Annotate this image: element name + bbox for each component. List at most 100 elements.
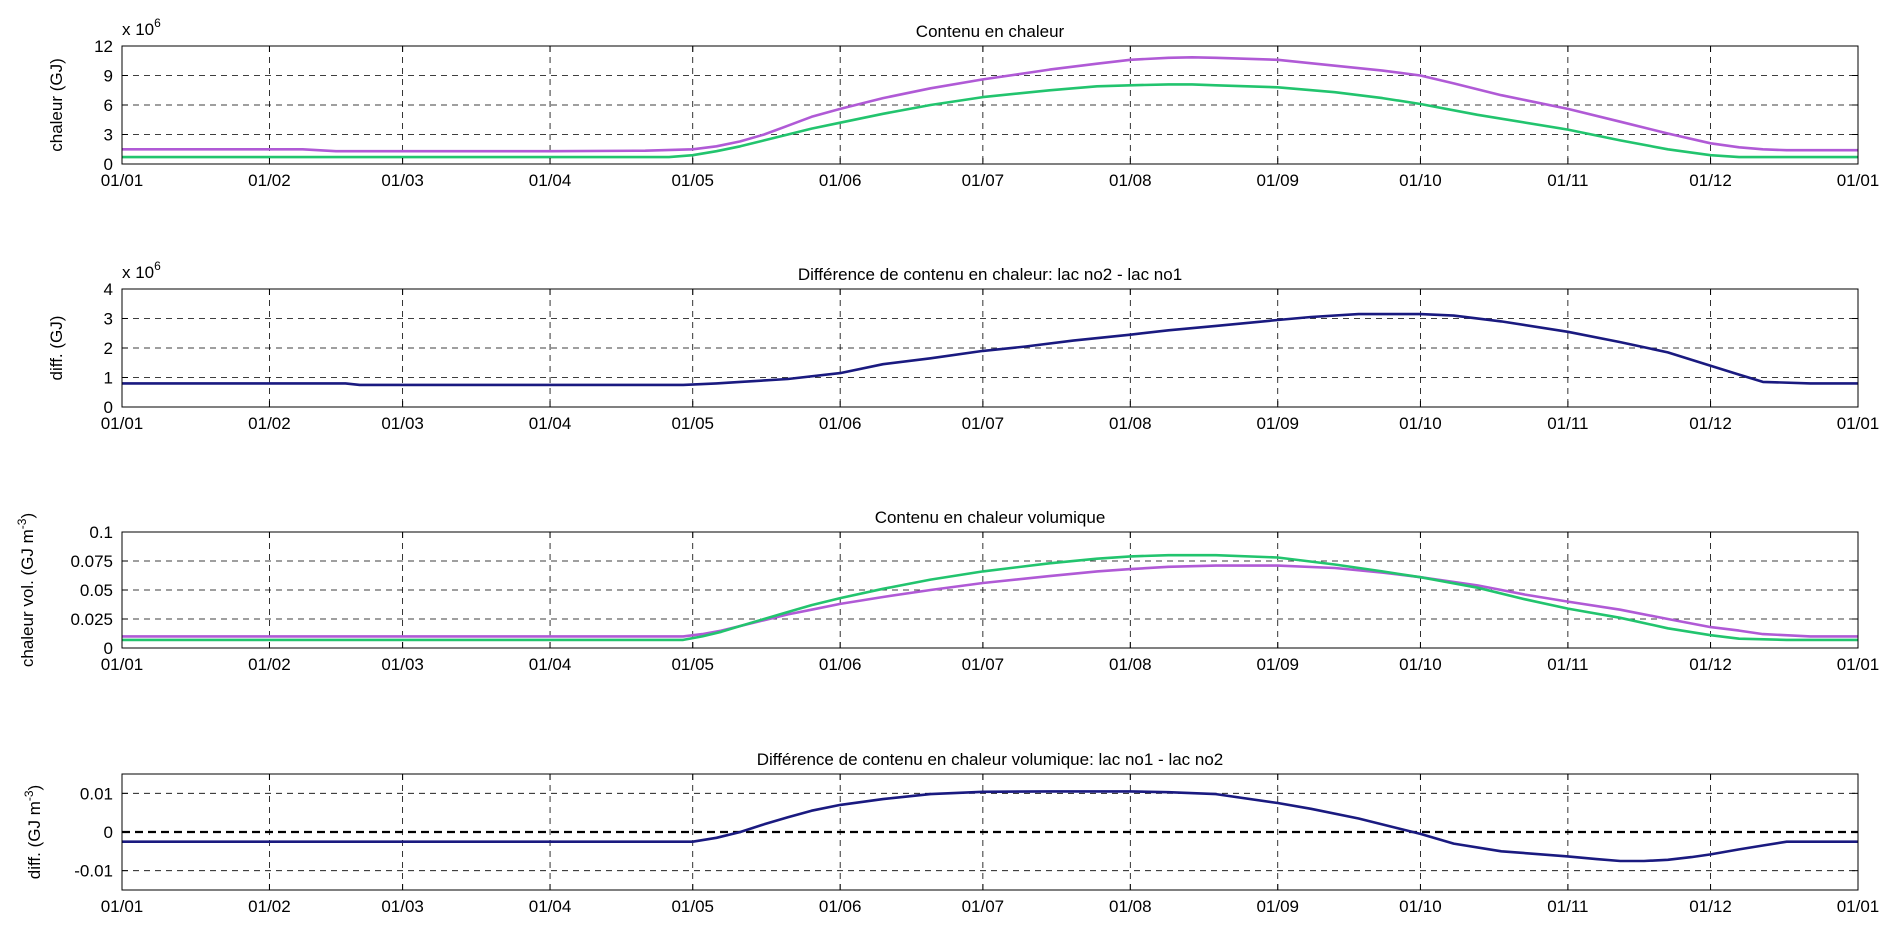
x-tick-label: 01/02 <box>248 897 291 916</box>
x-tick-label: 01/11 <box>1547 655 1588 674</box>
x-tick-label: 01/05 <box>671 171 714 190</box>
y-tick-label: 0.05 <box>80 581 113 600</box>
y-tick-label: 9 <box>104 67 113 86</box>
x-tick-label: 01/01 <box>101 171 144 190</box>
x-tick-label: 01/04 <box>529 655 572 674</box>
y-tick-label: -0.01 <box>74 862 113 881</box>
x-tick-label: 01/12 <box>1689 171 1732 190</box>
y-axis-label: chaleur (GJ) <box>47 58 66 152</box>
axis-scale-exponent: 6 <box>154 16 161 30</box>
x-tick-label: 01/06 <box>819 414 862 433</box>
x-tick-label: 01/03 <box>381 171 424 190</box>
y-tick-label: 12 <box>94 37 113 56</box>
x-tick-label: 01/10 <box>1399 897 1442 916</box>
x-tick-label: 01/12 <box>1689 655 1732 674</box>
x-tick-label: 01/09 <box>1256 414 1299 433</box>
x-tick-label: 01/09 <box>1256 171 1299 190</box>
x-tick-label: 01/10 <box>1399 414 1442 433</box>
x-tick-label: 01/10 <box>1399 171 1442 190</box>
y-tick-label: 3 <box>104 126 113 145</box>
y-tick-label: 0.1 <box>89 523 113 542</box>
x-tick-label: 01/06 <box>819 897 862 916</box>
y-axis-label-superscript: -3 <box>15 518 29 529</box>
x-tick-label: 01/07 <box>962 414 1005 433</box>
x-tick-label: 01/12 <box>1689 897 1732 916</box>
x-tick-label: 01/04 <box>529 897 572 916</box>
y-tick-label: 0 <box>104 155 113 174</box>
x-tick-label: 01/02 <box>248 171 291 190</box>
chart-title: Contenu en chaleur <box>916 22 1065 41</box>
x-tick-label: 01/04 <box>529 171 572 190</box>
series-line-1 <box>122 564 1858 638</box>
x-tick-label: 01/09 <box>1256 655 1299 674</box>
x-tick-label: 01/09 <box>1256 897 1299 916</box>
x-tick-label: 01/11 <box>1547 897 1588 916</box>
series-line-1 <box>122 790 1858 863</box>
axis-scale-label: x 106 <box>122 16 161 39</box>
y-tick-label: 0.075 <box>70 552 113 571</box>
y-axis-label-end: ) <box>18 513 37 519</box>
x-tick-label: 01/01 <box>101 414 144 433</box>
x-tick-label: 01/10 <box>1399 655 1442 674</box>
x-tick-label: 01/08 <box>1109 171 1152 190</box>
y-axis-label-end: ) <box>25 785 44 791</box>
x-tick-label: 01/03 <box>381 655 424 674</box>
x-tick-label: 01/11 <box>1547 414 1588 433</box>
x-tick-label: 01/11 <box>1547 171 1588 190</box>
x-tick-label: 01/07 <box>962 655 1005 674</box>
chart-panel-4: 01/01 01/02 01/03 01/04 01/05 01/06 01/07 01/08… <box>22 750 1879 916</box>
y-tick-label: 0 <box>104 639 113 658</box>
y-axis-label-text: chaleur (GJ) <box>47 58 66 152</box>
chart-title: Contenu en chaleur volumique <box>875 508 1106 527</box>
x-tick-label: 01/06 <box>819 171 862 190</box>
x-tick-label: 01/08 <box>1109 414 1152 433</box>
x-tick-label: 01/04 <box>529 414 572 433</box>
axis-scale-label: x 106 <box>122 259 161 282</box>
chart-panel-1: 01/01 01/02 01/03 01/04 01/05 01/06 01/07 01/08… <box>47 16 1879 190</box>
x-tick-label: 01/05 <box>671 655 714 674</box>
y-tick-label: 3 <box>104 310 113 329</box>
y-tick-label: 2 <box>104 339 113 358</box>
y-axis-label-text: chaleur vol. (GJ m <box>18 529 37 667</box>
x-tick-label: 01/03 <box>381 897 424 916</box>
y-tick-label: 6 <box>104 96 113 115</box>
x-tick-label: 01/01 <box>101 655 144 674</box>
x-tick-label: 01/02 <box>248 655 291 674</box>
chart-panel-2: 01/01 01/02 01/03 01/04 01/05 01/06 01/07 01/08… <box>47 259 1879 433</box>
x-tick-label: 01/07 <box>962 897 1005 916</box>
y-tick-label: 4 <box>104 280 113 299</box>
y-tick-label: 0 <box>104 823 113 842</box>
y-axis-label-text: diff. (GJ m <box>25 801 44 879</box>
axis-scale-exponent: 6 <box>154 259 161 273</box>
x-tick-label: 01/02 <box>248 414 291 433</box>
x-tick-label: 01/01 <box>101 897 144 916</box>
y-axis-label: diff. (GJ) <box>47 316 66 381</box>
y-tick-label: 0.025 <box>70 610 113 629</box>
series-line-2 <box>122 83 1858 159</box>
x-tick-label: 01/01 <box>1837 897 1880 916</box>
x-tick-label: 01/05 <box>671 897 714 916</box>
x-tick-label: 01/08 <box>1109 655 1152 674</box>
x-tick-label: 01/06 <box>819 655 862 674</box>
y-axis-label: chaleur vol. (GJ m-3) <box>15 513 37 667</box>
y-tick-label: 0 <box>104 398 113 417</box>
y-axis-label-text: diff. (GJ) <box>47 316 66 381</box>
axis-scale-base: x 10 <box>122 20 154 39</box>
chart-title: Différence de contenu en chaleur: lac no… <box>798 265 1182 284</box>
x-tick-label: 01/12 <box>1689 414 1732 433</box>
x-tick-label: 01/01 <box>1837 414 1880 433</box>
axis-scale-base: x 10 <box>122 263 154 282</box>
series-line-1 <box>122 312 1858 387</box>
x-tick-label: 01/01 <box>1837 655 1880 674</box>
x-tick-label: 01/03 <box>381 414 424 433</box>
x-tick-label: 01/07 <box>962 171 1005 190</box>
series-line-2 <box>122 553 1858 642</box>
x-tick-label: 01/05 <box>671 414 714 433</box>
series-line-1 <box>122 56 1858 153</box>
chart-panel-3: 01/01 01/02 01/03 01/04 01/05 01/06 01/07 01/08… <box>15 508 1879 674</box>
x-tick-label: 01/01 <box>1837 171 1880 190</box>
chart-title: Différence de contenu en chaleur volumiq… <box>757 750 1224 769</box>
y-axis-label: diff. (GJ m-3) <box>22 785 44 879</box>
y-tick-label: 0.01 <box>80 784 113 803</box>
